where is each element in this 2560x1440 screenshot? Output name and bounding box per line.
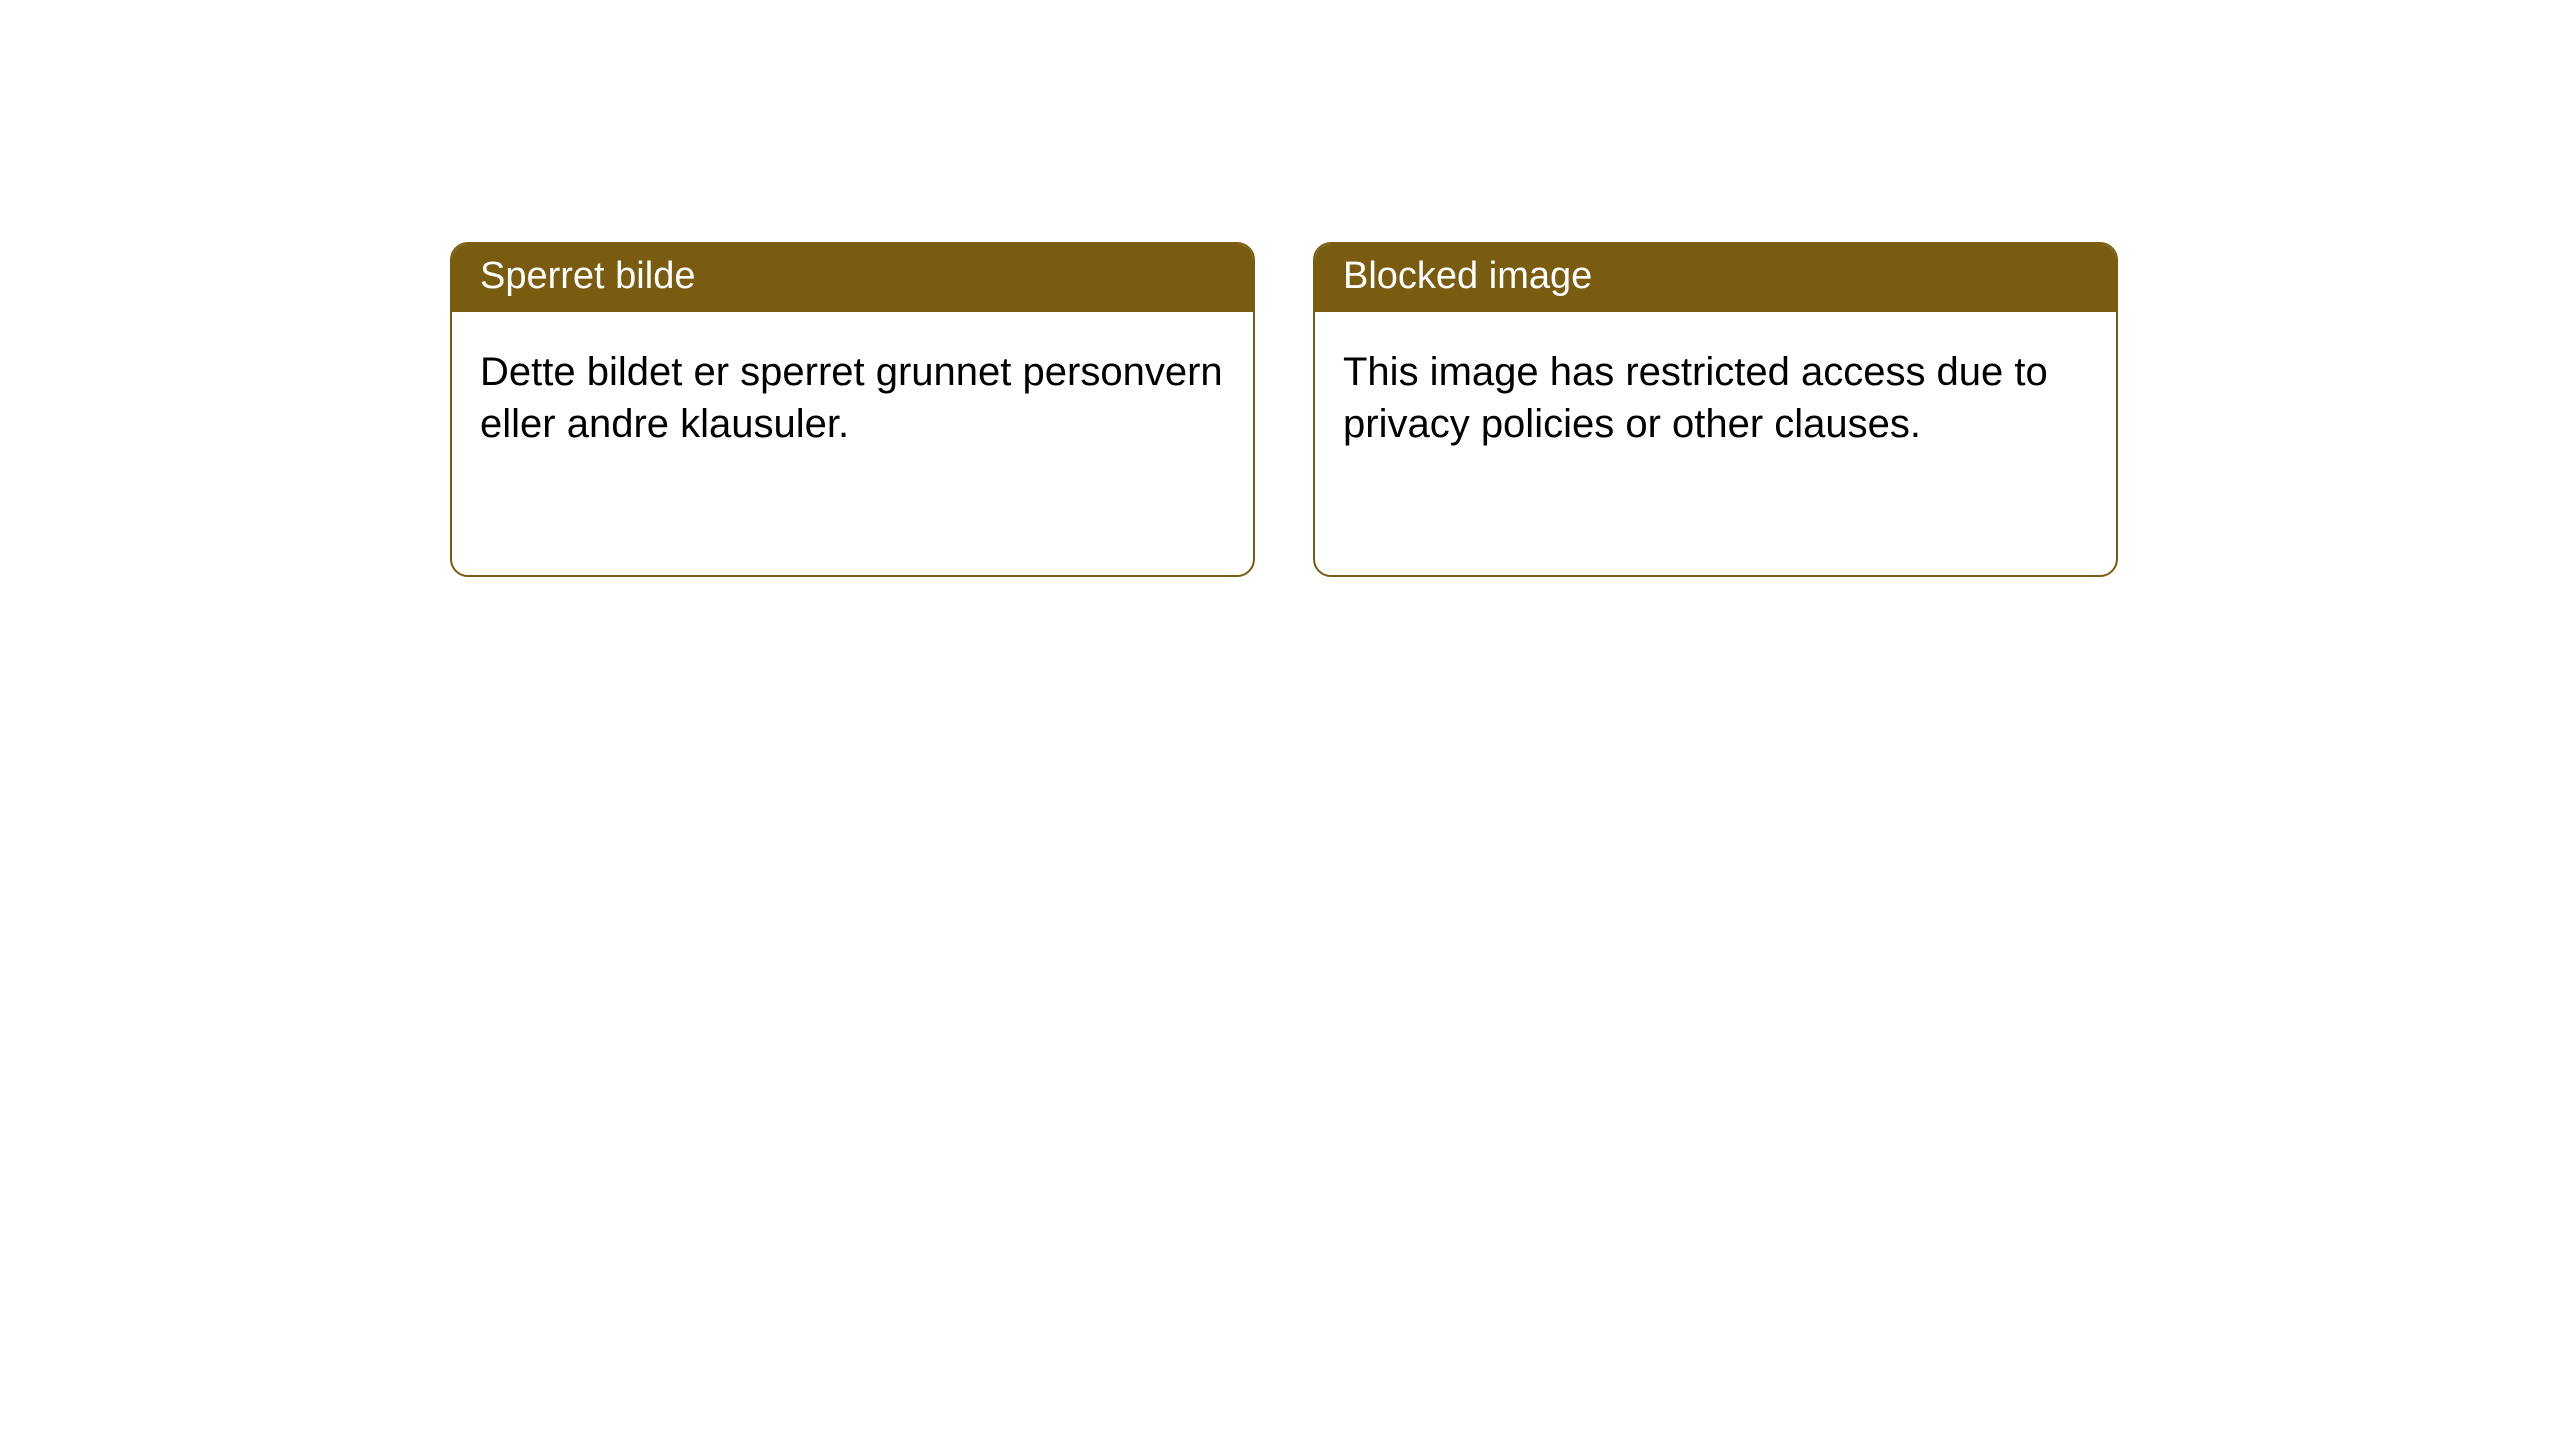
notice-body-english: This image has restricted access due to … (1315, 312, 2116, 484)
notice-header-english: Blocked image (1315, 244, 2116, 312)
notice-header-norwegian: Sperret bilde (452, 244, 1253, 312)
notice-box-norwegian: Sperret bilde Dette bildet er sperret gr… (450, 242, 1255, 577)
notice-body-norwegian: Dette bildet er sperret grunnet personve… (452, 312, 1253, 484)
notice-box-english: Blocked image This image has restricted … (1313, 242, 2118, 577)
notice-container: Sperret bilde Dette bildet er sperret gr… (0, 0, 2560, 577)
